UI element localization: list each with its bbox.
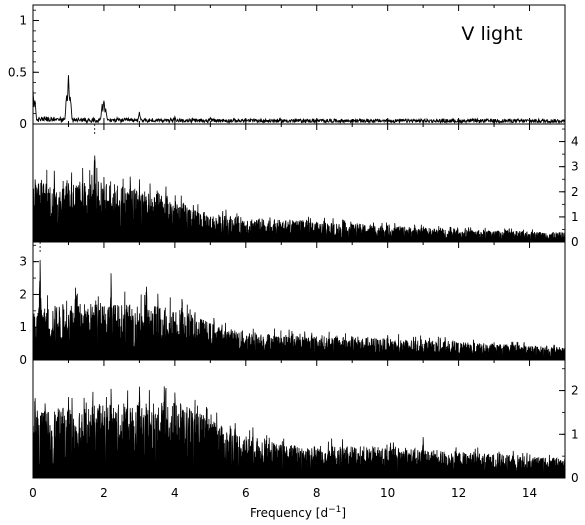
panel-after-prewhitening-2: 0 1 2 — [32, 359, 579, 485]
x-axis-title-close: ] — [341, 506, 346, 520]
y-tick-label: 0 — [571, 235, 579, 249]
y-tick-label: 0.5 — [8, 65, 27, 79]
y-tick-label: 1 — [571, 427, 579, 441]
y-tick-label: 0 — [19, 117, 27, 131]
panel-original-data: 0 1 2 3 4 — [32, 123, 579, 249]
panel-after-prewhitening-1: 0 1 2 3 — [19, 241, 566, 367]
x-tick-label: 4 — [171, 486, 179, 500]
y-tick-label: 1 — [571, 210, 579, 224]
y-tick-label: 0 — [571, 471, 579, 485]
x-axis-title-superscript: −1 — [328, 505, 341, 515]
x-tick-label: 12 — [451, 486, 466, 500]
x-tick-label: 14 — [522, 486, 537, 500]
x-axis-labels: 0 2 4 6 8 10 12 14 — [29, 486, 537, 500]
spectrum-line — [32, 260, 566, 361]
x-tick-label: 10 — [380, 486, 395, 500]
x-tick-label: 8 — [313, 486, 321, 500]
x-tick-label: 6 — [242, 486, 250, 500]
y-tick-label: 1 — [19, 14, 27, 28]
panel-window: 0 0.5 1 V light — [8, 4, 566, 131]
x-axis-title-text: Frequency [d — [250, 506, 328, 520]
y-tick-label: 3 — [571, 160, 579, 174]
x-axis-title: Frequency [d−1] — [250, 505, 346, 520]
y-tick-label: 0 — [19, 353, 27, 367]
y-tick-label: 2 — [571, 185, 579, 199]
x-tick-label: 0 — [29, 486, 37, 500]
y-tick-label: 1 — [19, 320, 27, 334]
y-tick-label: 2 — [19, 287, 27, 301]
spectrum-line — [32, 155, 566, 243]
spectrum-line — [32, 75, 566, 125]
panel-frame — [32, 359, 566, 479]
y-tick-label: 3 — [19, 255, 27, 269]
panel-annotation: V light — [461, 23, 522, 45]
y-tick-label: 2 — [571, 384, 579, 398]
y-tick-label: 4 — [571, 135, 579, 149]
x-tick-label: 2 — [100, 486, 108, 500]
spectrum-line — [32, 386, 566, 479]
